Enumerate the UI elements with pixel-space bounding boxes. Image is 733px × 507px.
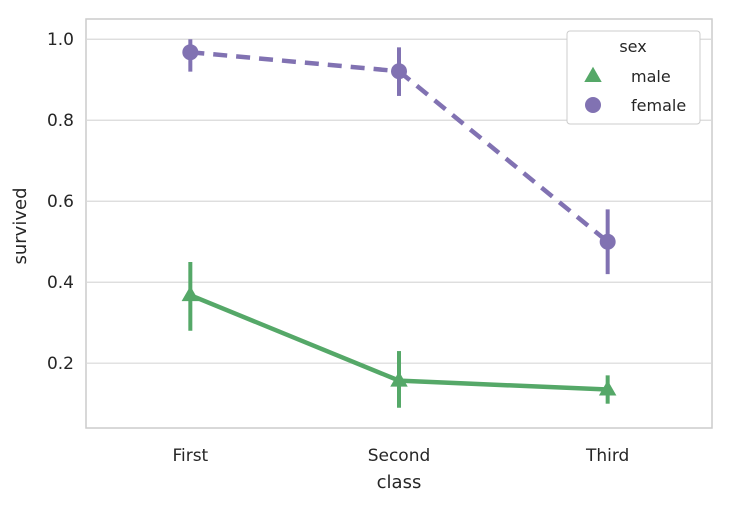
series-female <box>182 39 616 275</box>
data-point <box>390 371 408 387</box>
data-point <box>391 63 407 80</box>
y-tick-label: 1.0 <box>47 30 74 50</box>
legend-items: male female <box>584 66 686 115</box>
x-axis-label: class <box>377 472 422 493</box>
legend-label: male <box>631 67 671 86</box>
data-point <box>182 44 199 61</box>
legend-marker <box>584 66 602 82</box>
legend-box <box>566 30 701 125</box>
x-tick-labels: First Second Third <box>172 446 629 466</box>
data-point <box>598 380 617 396</box>
y-axis-label: survived <box>10 188 31 265</box>
data-point <box>181 285 200 302</box>
x-tick-label: Second <box>368 446 431 466</box>
legend: sex male female <box>566 30 701 125</box>
series-line-segment <box>398 378 608 392</box>
data-point <box>599 233 616 250</box>
x-tick-label: Third <box>585 446 629 466</box>
data-series <box>181 39 617 408</box>
x-tick-label: First <box>172 446 208 466</box>
legend-marker <box>585 97 601 113</box>
y-tick-labels: 0.2 0.4 0.6 0.8 1.0 <box>47 30 74 374</box>
y-tick-label: 0.4 <box>47 273 74 293</box>
series-line-segment <box>190 49 400 74</box>
y-tick-label: 0.6 <box>47 192 74 212</box>
legend-label: female <box>631 96 686 115</box>
legend-title: sex <box>619 37 646 56</box>
y-tick-label: 0.2 <box>47 354 74 374</box>
y-tick-label: 0.8 <box>47 111 74 131</box>
series-line-segment <box>189 293 400 383</box>
series-male <box>181 261 617 408</box>
